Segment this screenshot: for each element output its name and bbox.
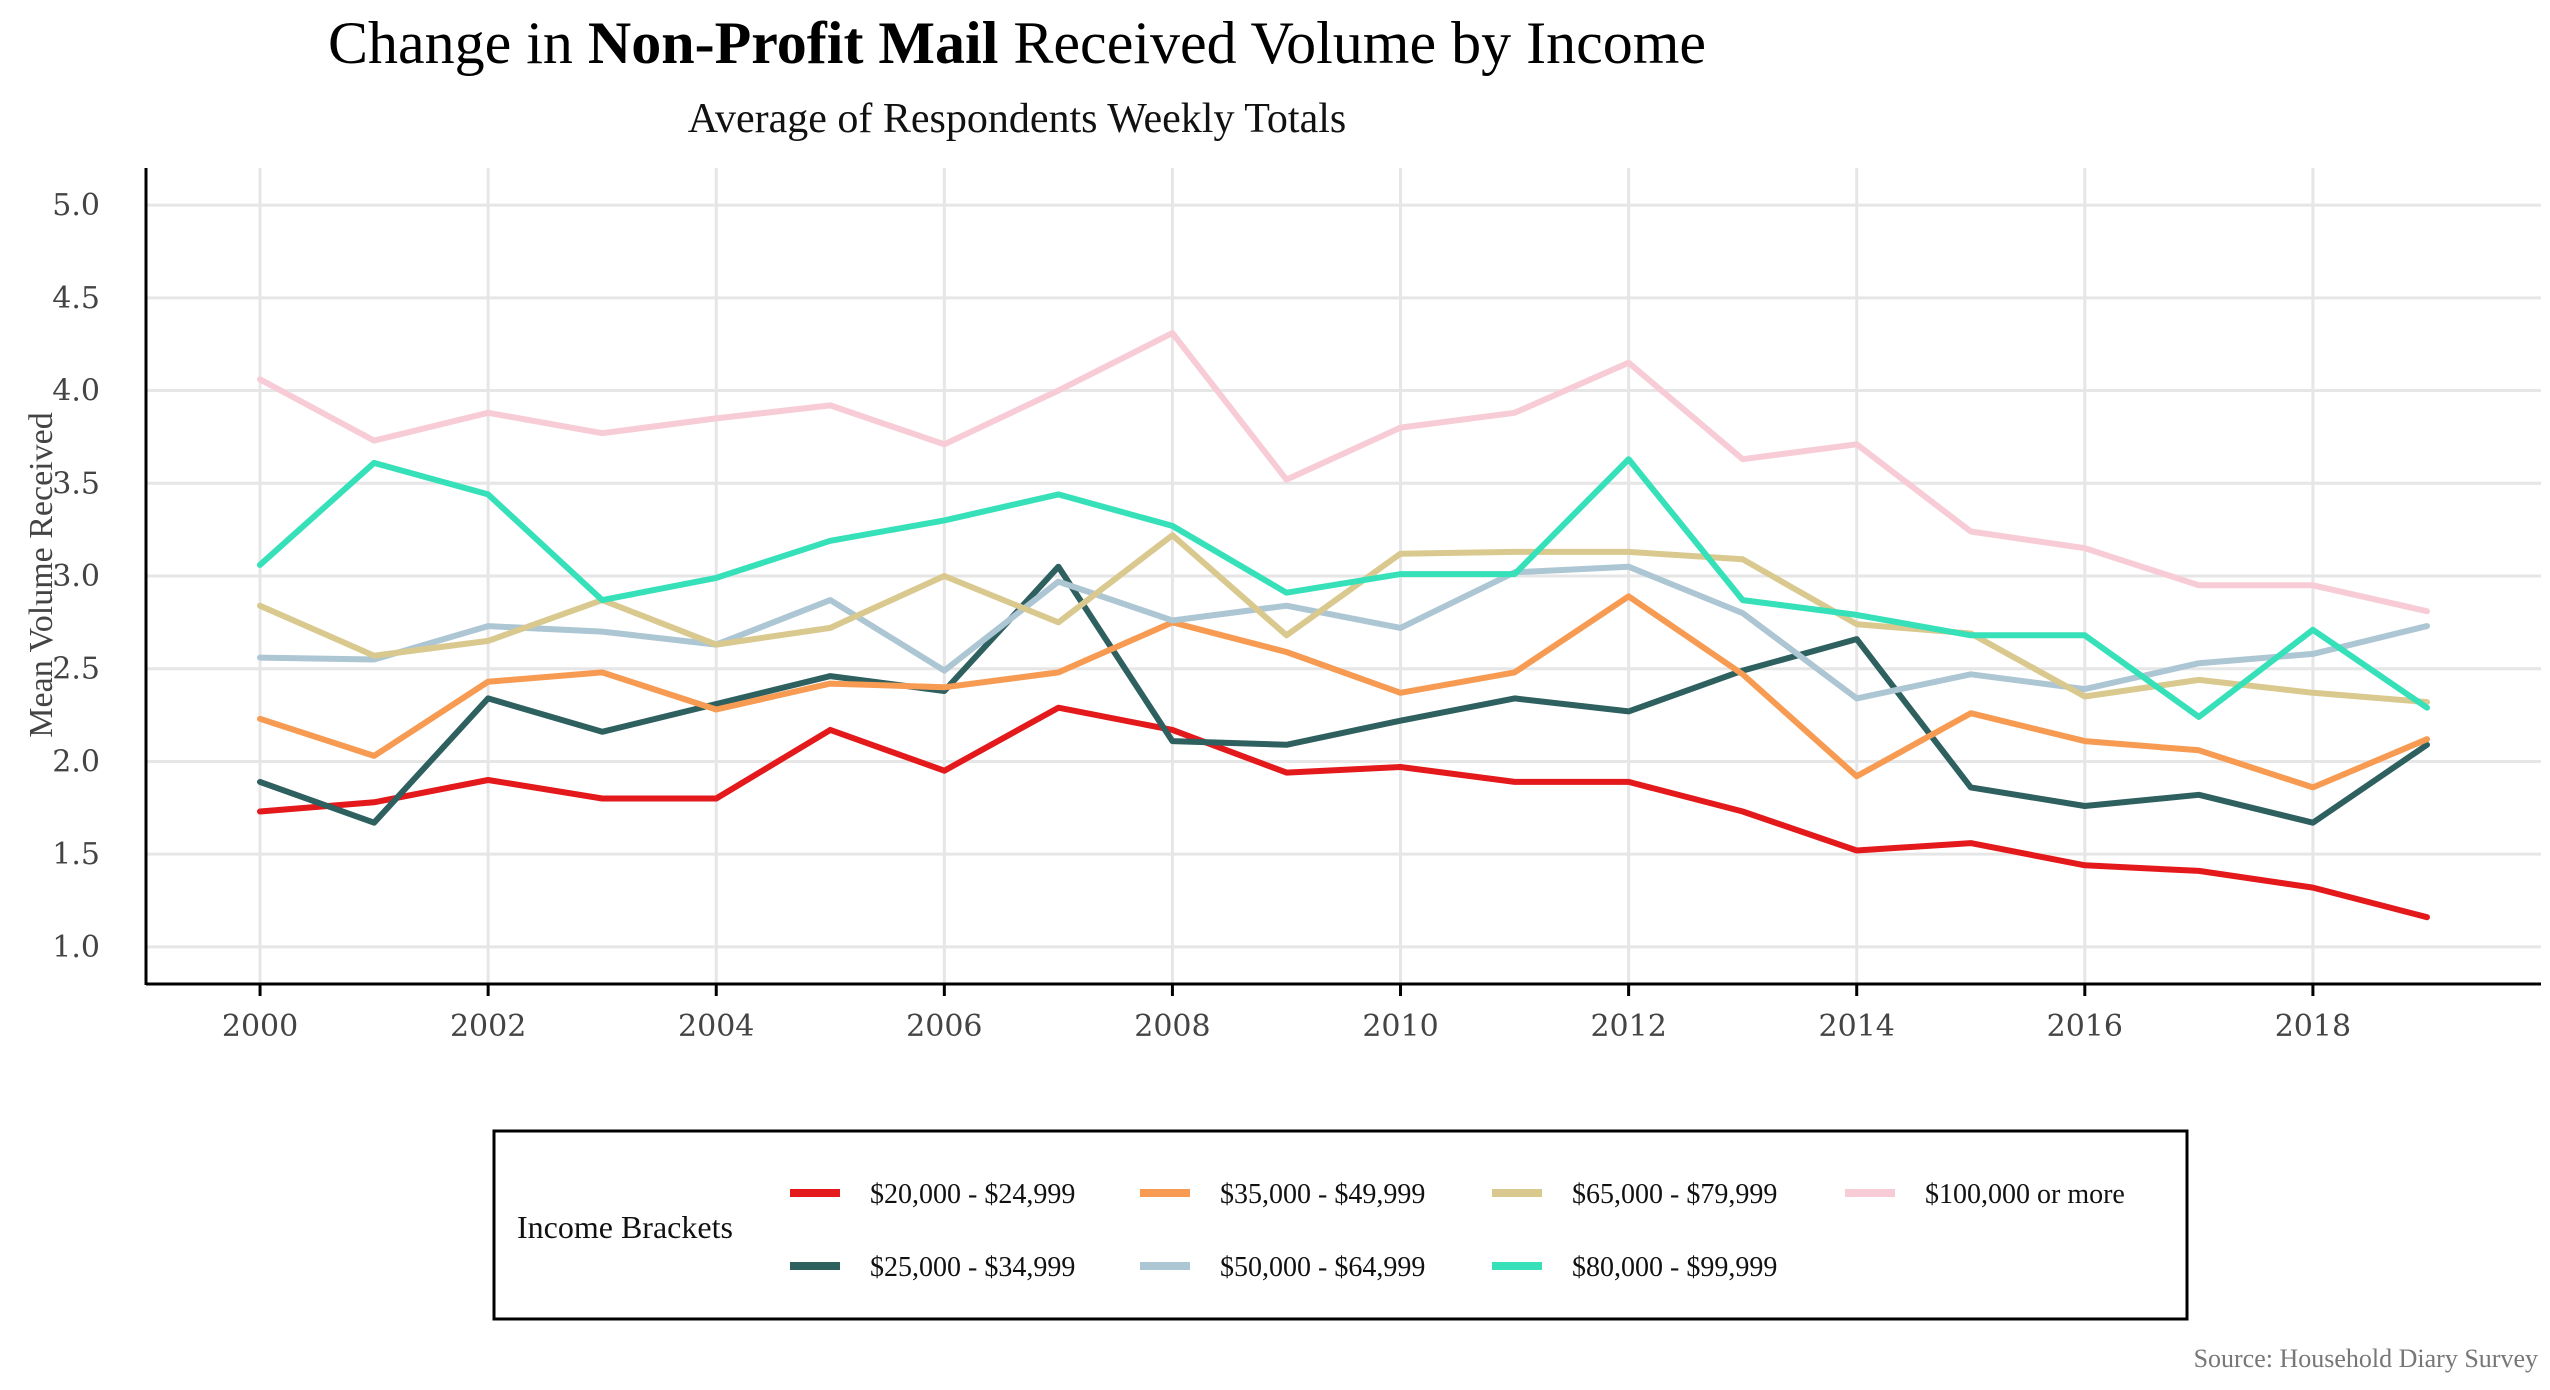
series-line-4 (257, 532, 2430, 706)
y-tick-label: 3.5 (52, 466, 100, 501)
chart-subtitle: Average of Respondents Weekly Totals (688, 96, 1347, 142)
series-lines (257, 330, 2430, 921)
y-tick-label: 5.0 (52, 188, 100, 223)
x-tick-label: 2016 (2047, 1009, 2123, 1044)
series-line-2 (257, 593, 2430, 791)
series-line-5 (257, 456, 2430, 720)
y-tick-label: 4.5 (52, 281, 100, 316)
chart-title: Change in Non-Profit Mail Received Volum… (328, 10, 1706, 76)
legend-label: $20,000 - $24,999 (870, 1179, 1075, 1210)
y-tick-labels: 1.0 1.5 2.0 2.5 3.0 3.5 4.0 4.5 5.0 (52, 188, 100, 965)
x-tick-label: 2018 (2275, 1009, 2351, 1044)
x-tick-label: 2008 (1134, 1009, 1210, 1044)
series-line-1 (257, 563, 2430, 826)
x-tick-label: 2012 (1590, 1009, 1666, 1044)
series-line-0 (257, 704, 2430, 921)
gridlines (146, 168, 2541, 984)
x-tick-labels: 2000 2002 2004 2006 2008 2010 2012 2014 2016 2018 (222, 984, 2351, 1044)
y-tick-label: 3.0 (52, 559, 100, 594)
y-tick-label: 1.5 (52, 837, 100, 872)
y-tick-label: 2.5 (52, 652, 100, 687)
x-tick-label: 2010 (1362, 1009, 1438, 1044)
y-tick-label: 1.0 (52, 930, 100, 965)
legend-label: $50,000 - $64,999 (1220, 1252, 1425, 1283)
legend-label: $25,000 - $34,999 (870, 1252, 1075, 1283)
y-axis-label: Mean Volume Received (23, 412, 60, 737)
x-tick-label: 2006 (906, 1009, 982, 1044)
legend-label: $65,000 - $79,999 (1572, 1179, 1777, 1210)
legend-label: $35,000 - $49,999 (1220, 1179, 1425, 1210)
legend-items: $20,000 - $24,999 $25,000 - $34,999 $35,00… (790, 1179, 2125, 1283)
legend-label: $100,000 or more (1925, 1179, 2125, 1210)
legend-box (492, 1129, 2189, 1321)
legend-label: $80,000 - $99,999 (1572, 1252, 1777, 1283)
legend-title: Income Brackets (517, 1209, 733, 1245)
legend: Income Brackets $20,000 - $24,999 $25,000… (492, 1129, 2189, 1321)
source-note: Source: Household Diary Survey (2194, 1344, 2538, 1373)
y-tick-label: 2.0 (52, 744, 100, 779)
x-tick-label: 2004 (678, 1009, 754, 1044)
y-tick-label: 4.0 (52, 374, 100, 409)
series-line-6 (257, 330, 2430, 615)
x-tick-label: 2014 (1819, 1009, 1895, 1044)
x-tick-label: 2000 (222, 1009, 298, 1044)
x-tick-label: 2002 (450, 1009, 526, 1044)
